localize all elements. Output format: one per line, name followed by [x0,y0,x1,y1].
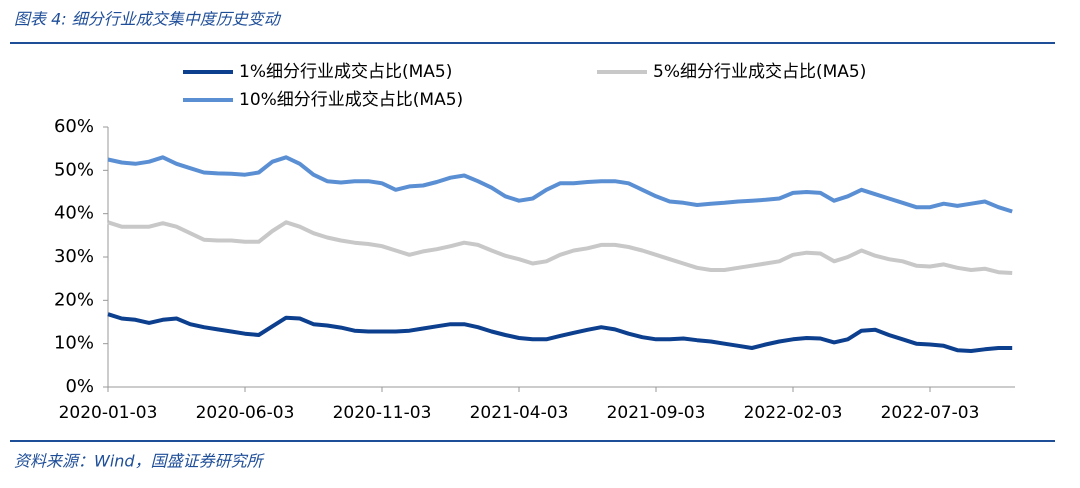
legend-label: 5%细分行业成交占比(MA5) [653,62,866,82]
y-tick-label: 0% [65,376,94,397]
x-tick-label: 2020-11-03 [333,403,432,423]
x-tick-label: 2020-01-03 [59,403,158,423]
y-tick-label: 40% [54,203,94,224]
x-tick-label: 2020-06-03 [196,403,295,423]
legend-label: 10%细分行业成交占比(MA5) [239,90,463,110]
line-series [107,155,1013,214]
line-series [107,312,1013,353]
y-tick-label: 60% [54,116,94,137]
chart-title: 图表 4: 细分行业成交集中度历史变动 [14,10,282,29]
x-tick-label: 2022-02-03 [744,403,843,423]
x-tick-label: 2022-07-03 [881,403,980,423]
y-tick-label: 50% [54,159,94,180]
line-series [107,220,1013,275]
x-tick-label: 2021-09-03 [607,403,706,423]
y-tick-label: 10% [54,333,94,354]
y-tick-label: 30% [54,246,94,267]
legend-label: 1%细分行业成交占比(MA5) [239,62,452,82]
x-tick-label: 2021-04-03 [470,403,569,423]
y-tick-label: 20% [54,289,94,310]
source: 资料来源：Wind，国盛证券研究所 [14,452,266,471]
